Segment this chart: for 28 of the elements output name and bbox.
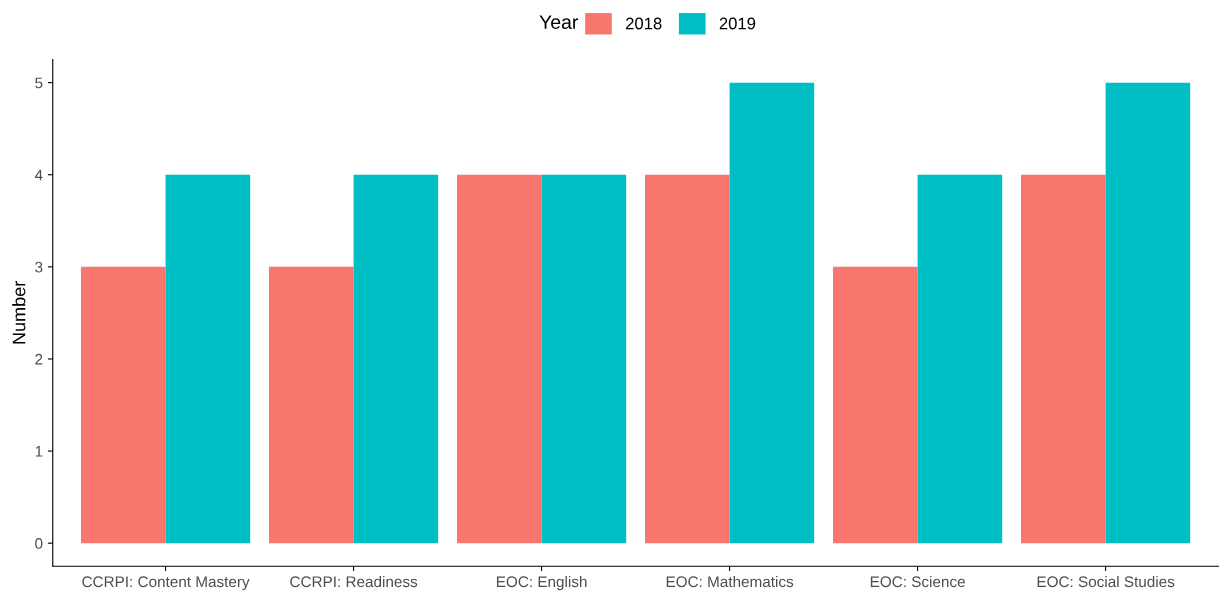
legend-label: 2018 — [625, 17, 662, 30]
x-tick-label: CCRPI: Content Mastery — [82, 576, 250, 591]
x-tick-label: EOC: Mathematics — [666, 575, 794, 588]
legend-label: 2019 — [719, 17, 756, 30]
bar — [541, 174, 627, 544]
bar — [917, 174, 1003, 544]
bar — [165, 174, 251, 544]
bar — [1105, 82, 1191, 544]
bar — [832, 266, 918, 544]
bar — [644, 174, 730, 544]
y-tick-label: 1 — [35, 446, 43, 457]
x-tick-label: CCRPI: Readiness — [290, 575, 418, 588]
bar — [268, 266, 354, 544]
bar — [80, 266, 166, 544]
legend-title: Year — [539, 15, 579, 29]
x-tick-label: EOC: Science — [870, 575, 965, 588]
y-axis-title: Number — [12, 281, 26, 344]
x-tick-label: EOC: English — [496, 575, 587, 591]
y-tick-label: 5 — [35, 77, 43, 89]
bar — [729, 82, 815, 544]
y-tick-label: 3 — [35, 261, 43, 273]
y-tick-label: 4 — [34, 169, 43, 181]
y-tick-label: 2 — [35, 353, 43, 365]
bar — [456, 174, 542, 544]
bar — [353, 174, 439, 544]
x-tick-label: EOC: Social Studies — [1037, 575, 1175, 588]
bar — [1021, 174, 1106, 544]
y-tick-label: 0 — [35, 538, 43, 549]
